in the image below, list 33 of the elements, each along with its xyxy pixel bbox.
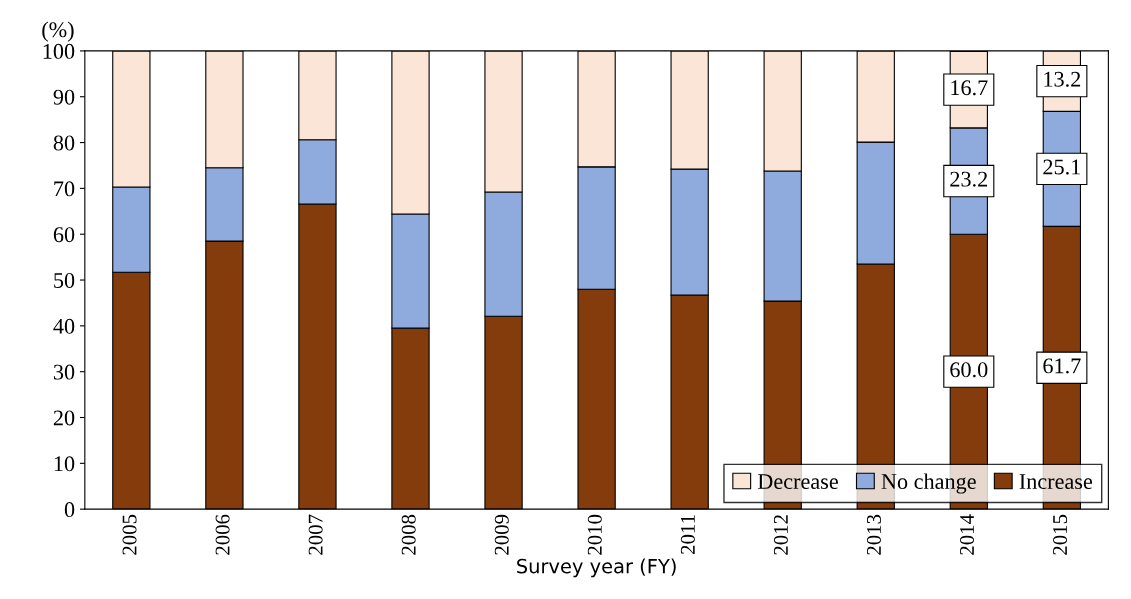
data-label: 60.0 <box>950 362 988 378</box>
y-tick-label: 50 <box>54 272 75 288</box>
data-label: 23.2 <box>950 171 988 187</box>
x-tick-label: 2006 <box>215 514 230 555</box>
x-tick-label: 2012 <box>773 515 788 555</box>
y-tick-label: 0 <box>64 502 75 518</box>
data-label: 25.1 <box>1043 159 1080 175</box>
legend-label: No change <box>881 473 976 494</box>
y-axis-title: (%) <box>42 21 74 42</box>
y-tick-label: 30 <box>53 364 75 380</box>
y-tick-label: 100 <box>43 43 75 59</box>
y-tick-label: 80 <box>53 135 75 151</box>
x-tick-label: 2011 <box>680 515 695 554</box>
x-tick-label: 2010 <box>587 514 602 555</box>
data-label: 13.2 <box>1044 71 1081 87</box>
data-label: 16.7 <box>951 80 988 96</box>
y-tick-label: 40 <box>53 318 75 334</box>
x-tick-label: 2013 <box>866 514 881 555</box>
x-tick-label: 2008 <box>401 514 416 555</box>
y-tick-label: 60 <box>53 227 75 243</box>
data-label: 61.7 <box>1043 358 1081 374</box>
y-tick-label: 20 <box>53 410 75 426</box>
legend-label: Increase <box>1019 474 1093 490</box>
x-tick-label: 2015 <box>1053 514 1068 555</box>
x-tick-label: 2014 <box>959 514 975 555</box>
y-tick-label: 10 <box>54 456 75 472</box>
y-tick-label: 90 <box>53 89 75 105</box>
x-tick-label: 2007 <box>308 514 323 555</box>
y-tick-label: 70 <box>54 181 75 197</box>
x-axis-title: Survey year (FY) <box>517 558 676 578</box>
x-tick-label: 2009 <box>494 514 509 555</box>
x-tick-label: 2005 <box>122 514 137 555</box>
legend-label: Decrease <box>757 474 838 490</box>
